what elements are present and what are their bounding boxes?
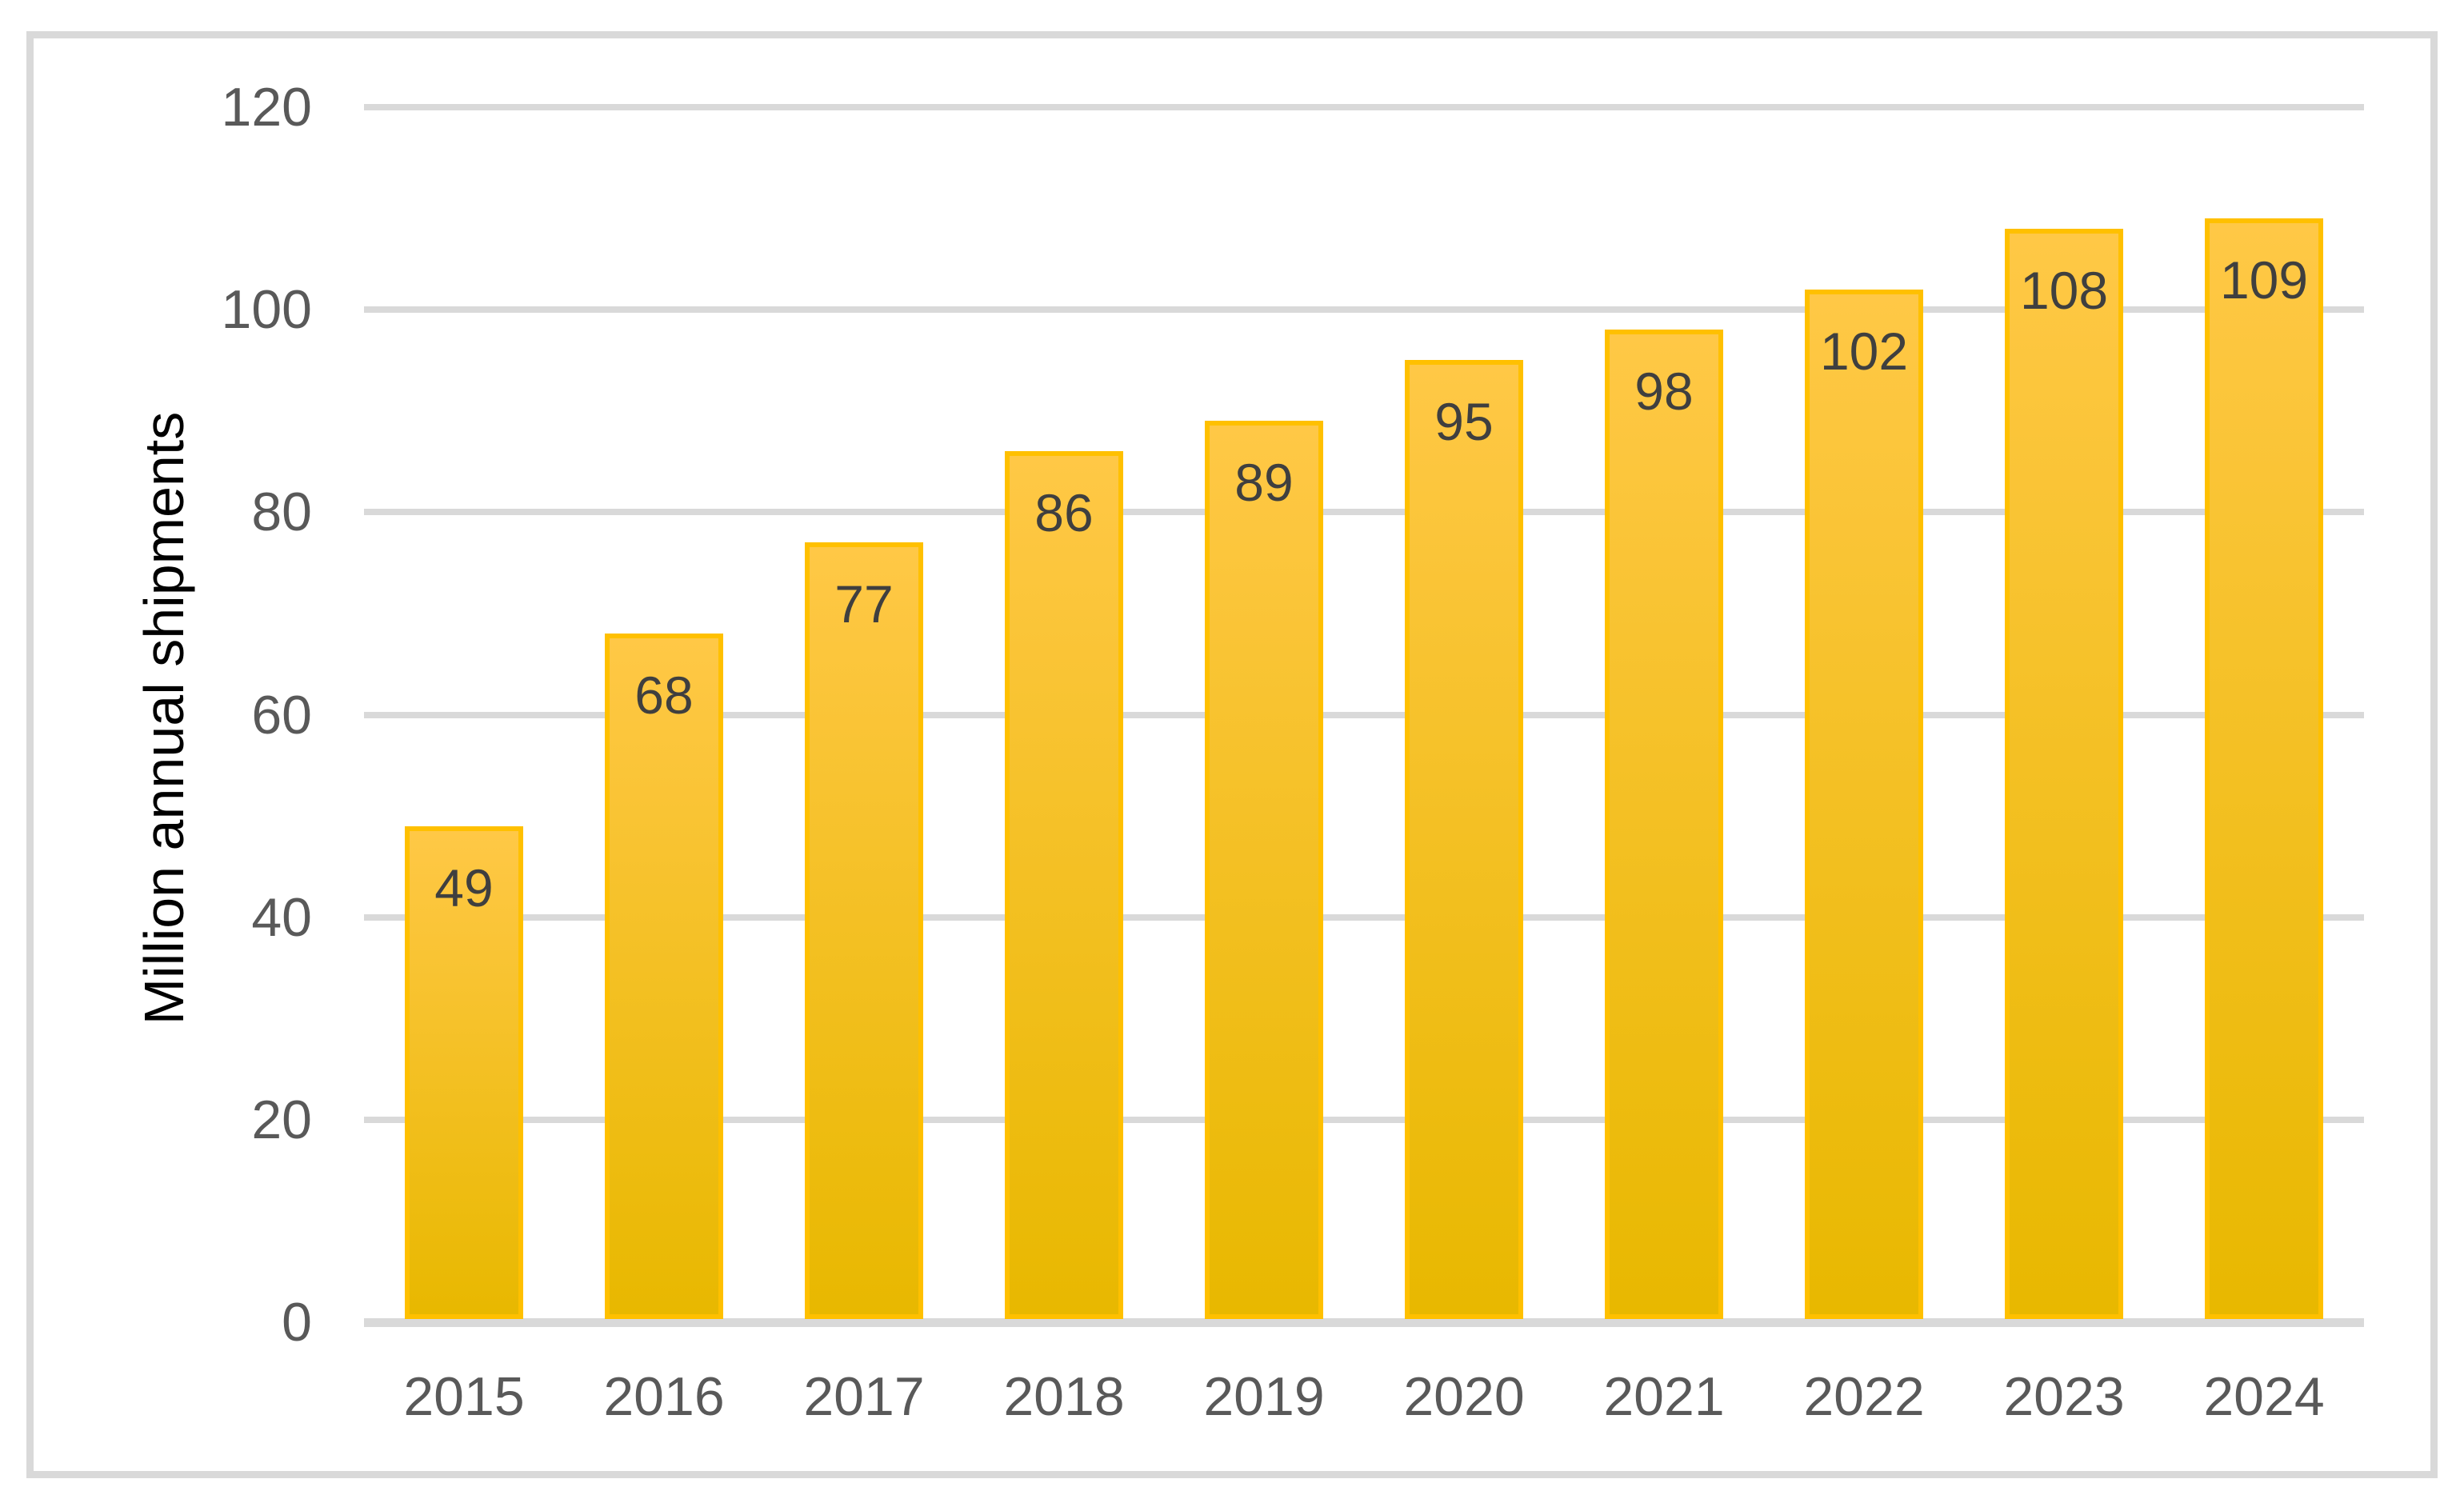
bar-data-label: 89 (1234, 453, 1294, 513)
gridline (364, 913, 2364, 921)
bar-2019: 89 (1205, 421, 1323, 1319)
gridline (364, 711, 2364, 718)
bar-2018: 86 (1005, 451, 1123, 1319)
bar-2015: 49 (405, 825, 523, 1319)
y-axis-tick-label: 100 (221, 279, 312, 341)
bar-2020: 95 (1405, 360, 1523, 1319)
y-axis-tick-label: 80 (251, 482, 312, 543)
y-axis-title: Million annual shipments (133, 411, 195, 1025)
x-axis-tick-label: 2023 (2003, 1366, 2125, 1427)
bar-2017: 77 (805, 542, 923, 1319)
gridline (364, 1116, 2364, 1123)
x-axis-tick-label: 2024 (2203, 1366, 2325, 1427)
bar-data-label: 86 (1034, 483, 1094, 543)
y-axis-tick-label: 20 (251, 1089, 312, 1150)
bar-data-label: 77 (834, 574, 894, 634)
bar-2022: 102 (1805, 289, 1923, 1319)
gridline (364, 306, 2364, 314)
x-axis-tick-label: 2019 (1203, 1366, 1325, 1427)
y-axis-tick-label: 120 (221, 77, 312, 138)
bar-2024: 109 (2205, 218, 2323, 1319)
bar-2016: 68 (605, 634, 723, 1319)
x-axis-tick-label: 2018 (1003, 1366, 1125, 1427)
bar-2023: 108 (2005, 228, 2123, 1319)
gridline (364, 509, 2364, 516)
gridline (364, 104, 2364, 110)
x-axis-tick-label: 2016 (603, 1366, 725, 1427)
bar-data-label: 68 (634, 666, 694, 726)
bar-data-label: 109 (2219, 250, 2309, 310)
bar-data-label: 98 (1634, 362, 1694, 422)
x-axis-line (364, 1318, 2364, 1327)
bar-2021: 98 (1605, 330, 1723, 1319)
x-axis-tick-label: 2015 (403, 1366, 525, 1427)
x-axis-tick-label: 2022 (1803, 1366, 1925, 1427)
bar-data-label: 102 (1819, 321, 1909, 381)
y-axis-tick-label: 60 (251, 684, 312, 746)
y-axis-tick-label: 0 (282, 1292, 312, 1353)
x-axis-tick-label: 2021 (1603, 1366, 1725, 1427)
bar-data-label: 95 (1434, 392, 1494, 452)
bar-data-label: 108 (2019, 260, 2109, 320)
x-axis-tick-label: 2020 (1403, 1366, 1525, 1427)
y-axis-tick-label: 40 (251, 886, 312, 948)
x-axis-tick-label: 2017 (803, 1366, 925, 1427)
bar-data-label: 49 (434, 857, 494, 917)
